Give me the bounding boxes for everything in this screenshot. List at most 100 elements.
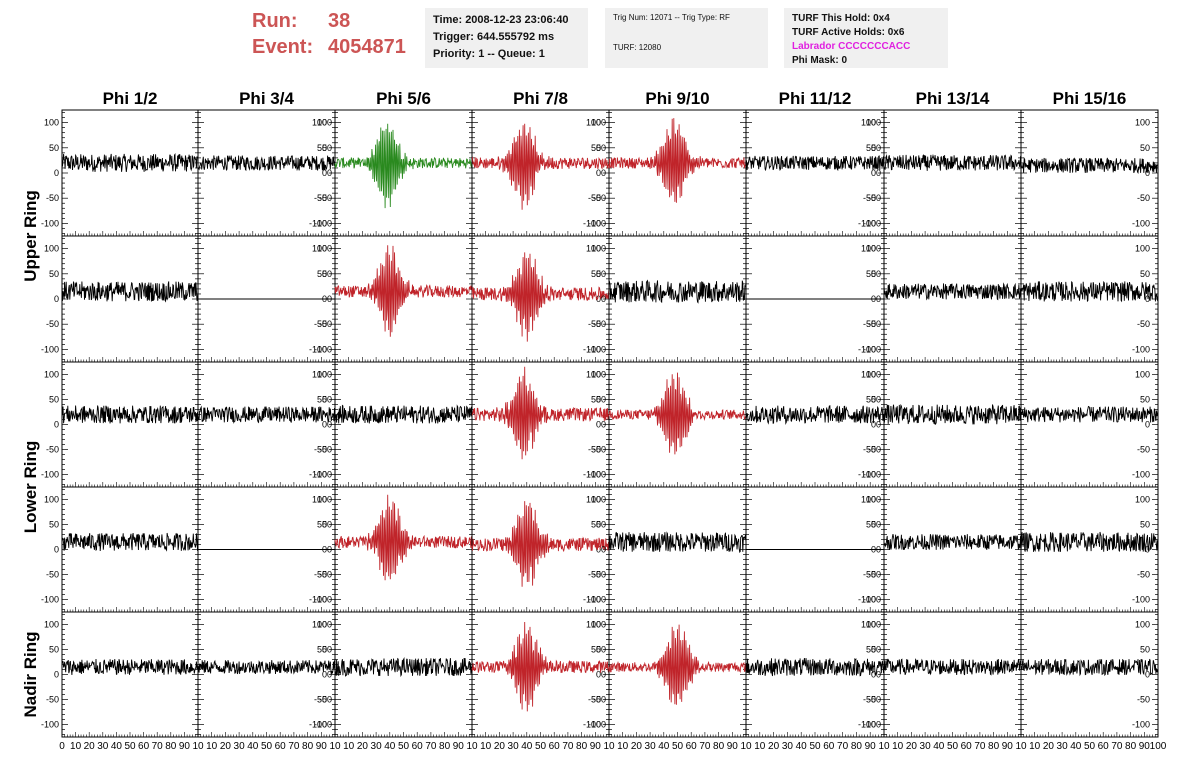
priority-text: Priority: 1 -- Queue: 1 xyxy=(433,48,545,60)
y-tick-label: 100 xyxy=(591,620,606,630)
event-value: 4054871 xyxy=(328,36,406,58)
waveform-panel: 100 50 0 -50 -100 xyxy=(41,235,199,363)
waveform-trace xyxy=(1020,157,1159,174)
x-tick-label: 30 xyxy=(97,741,109,752)
waveform-panel: 100 50 0 -50 -100 xyxy=(745,109,885,237)
x-tick-label: 40 xyxy=(384,741,396,752)
x-tick-label: 40 xyxy=(247,741,259,752)
x-tick-label: 10 xyxy=(878,741,890,752)
y-tick-label: 50 xyxy=(49,645,59,655)
y-tick-label: 50 xyxy=(596,520,606,530)
waveform-panel: 100 50 0 -50 -100 xyxy=(471,361,610,488)
y-tick-label: -50 xyxy=(863,319,876,329)
x-tick-label: 100 xyxy=(1150,741,1167,752)
y-tick-label: -50 xyxy=(314,695,327,705)
y-tick-label: -100 xyxy=(583,344,601,354)
waveform-trace xyxy=(197,659,336,675)
waveform-trace xyxy=(745,155,885,172)
y-tick-label: -50 xyxy=(588,695,601,705)
x-tick-label: 30 xyxy=(508,741,520,752)
y-tick-label: -100 xyxy=(41,720,59,730)
x-tick-label: 70 xyxy=(288,741,300,752)
x-tick-label: 30 xyxy=(645,741,657,752)
y-tick-label: -100 xyxy=(314,720,332,730)
y-tick-label: 0 xyxy=(1145,420,1150,430)
y-tick-label: 0 xyxy=(1145,294,1150,304)
y-tick-label: 50 xyxy=(866,645,876,655)
y-tick-label: -100 xyxy=(309,218,327,228)
ring-label: Nadir Ring xyxy=(21,632,40,718)
column-header: Phi 9/10 xyxy=(645,89,709,108)
waveform-trace xyxy=(471,366,610,460)
y-tick-label: -50 xyxy=(868,695,881,705)
y-tick-label: 0 xyxy=(54,168,59,178)
x-tick-label: 20 xyxy=(631,741,643,752)
y-tick-label: 100 xyxy=(866,118,881,128)
y-tick-label: -50 xyxy=(593,445,606,455)
y-tick-label: -50 xyxy=(588,319,601,329)
y-tick-label: -50 xyxy=(1137,193,1150,203)
waveform-trace xyxy=(334,123,473,209)
x-tick-label: 60 xyxy=(686,741,698,752)
x-tick-label: 20 xyxy=(906,741,918,752)
y-tick-label: -50 xyxy=(314,445,327,455)
x-tick-label: 10 xyxy=(1029,741,1041,752)
y-tick-label: 50 xyxy=(322,645,332,655)
waveform-panel: 100 50 0 -50 -100 xyxy=(471,486,610,613)
y-tick-label: -100 xyxy=(583,470,601,480)
y-tick-label: -50 xyxy=(593,695,606,705)
waveform-panel: 100 50 0 -50 -100 xyxy=(745,611,885,738)
waveform-panel: 100 50 0 -50 -100 xyxy=(197,611,336,738)
x-tick-label: 80 xyxy=(439,741,451,752)
x-tick-label: 10 xyxy=(343,741,355,752)
x-tick-label: 50 xyxy=(947,741,959,752)
y-tick-label: 100 xyxy=(44,620,59,630)
y-tick-label: 50 xyxy=(1140,645,1150,655)
y-tick-label: 0 xyxy=(596,420,601,430)
event-label: Event: xyxy=(252,36,314,58)
y-tick-label: -100 xyxy=(1132,595,1150,605)
column-header: Phi 15/16 xyxy=(1053,89,1127,108)
y-tick-label: -100 xyxy=(314,595,332,605)
y-tick-label: -50 xyxy=(319,319,332,329)
ring-label: Upper Ring xyxy=(21,190,40,282)
y-tick-label: 100 xyxy=(44,370,59,380)
y-tick-label: 50 xyxy=(317,395,327,405)
y-tick-label: 50 xyxy=(866,395,876,405)
y-tick-label: -50 xyxy=(868,319,881,329)
waveform-trace xyxy=(608,279,747,304)
x-tick-label: 40 xyxy=(796,741,808,752)
y-tick-label: 0 xyxy=(596,670,601,680)
y-tick-label: -50 xyxy=(314,570,327,580)
x-tick-label: 60 xyxy=(961,741,973,752)
waveform-panel: 100 50 0 -50 -100 xyxy=(197,486,336,613)
y-tick-label: -100 xyxy=(858,720,876,730)
y-tick-label: -100 xyxy=(1132,218,1150,228)
y-tick-label: -100 xyxy=(309,344,327,354)
x-tick-label: 80 xyxy=(576,741,588,752)
y-tick-label: -100 xyxy=(588,720,606,730)
y-tick-label: -50 xyxy=(46,445,59,455)
trig-info-box: Trig Num: 12071 -- Trig Type: RF TURF: 1… xyxy=(605,8,768,68)
y-tick-label: 50 xyxy=(591,520,601,530)
waveform-trace xyxy=(608,531,747,553)
waveform-trace xyxy=(883,282,1022,301)
y-tick-label: -100 xyxy=(588,470,606,480)
column-header: Phi 11/12 xyxy=(779,89,852,108)
waveform-panel: 100 50 0 -50 -100 xyxy=(863,109,1022,237)
x-tick-label: 30 xyxy=(782,741,794,752)
y-tick-label: 100 xyxy=(861,244,876,254)
x-tick-label: 70 xyxy=(974,741,986,752)
y-tick-label: 50 xyxy=(322,520,332,530)
waveform-panel: 100 50 0 -50 -100 xyxy=(1020,235,1159,363)
column-header: Phi 3/4 xyxy=(239,89,294,108)
waveform-panel: 100 50 0 -50 -100 xyxy=(745,361,885,488)
y-tick-label: 0 xyxy=(876,294,881,304)
y-tick-label: 0 xyxy=(596,545,601,555)
turf-info-box: TURF This Hold: 0x4 TURF Active Holds: 0… xyxy=(784,8,948,68)
y-tick-label: 0 xyxy=(601,294,606,304)
y-tick-label: -100 xyxy=(588,344,606,354)
waveform-panel: 100 50 0 -50 -100 xyxy=(588,611,747,738)
x-tick-label: 60 xyxy=(823,741,835,752)
waveform-panel: 100 50 0 -50 -100 xyxy=(314,486,473,613)
